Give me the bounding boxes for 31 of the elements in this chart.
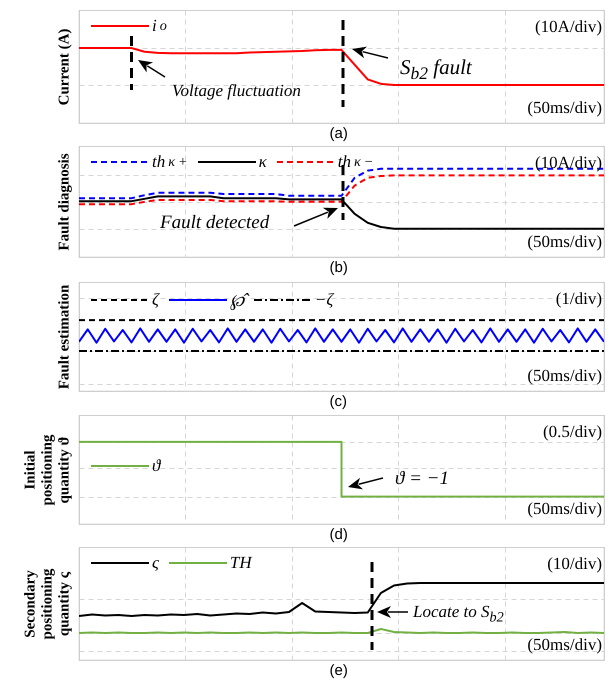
text: (50ms/div) (527, 232, 602, 251)
legend-label: ϑ (152, 456, 160, 476)
text: (1/div) (556, 288, 602, 308)
legend-label: TH (230, 553, 252, 573)
text: (10/div) (547, 554, 602, 573)
text: (50ms/div) (527, 498, 602, 518)
legend-label: ζ (152, 290, 159, 310)
legend-label: κ (258, 152, 267, 172)
text: (d) (330, 526, 348, 543)
text: (50ms/div) (527, 634, 602, 654)
text: (e) (330, 662, 348, 679)
text: (c) (330, 392, 347, 410)
y-axis-title: Initial positioning quantity ϑ (22, 434, 72, 506)
text: (b) (330, 258, 348, 276)
text: (a) (330, 124, 348, 142)
legend-label: −ζ (314, 290, 334, 310)
y-axis-title: Fault diagnosis (56, 153, 72, 251)
text: (0.5/div) (542, 422, 602, 441)
annotation: Locate to S$_{b2}$ (413, 602, 504, 626)
annotation: (10A/div) (534, 152, 602, 172)
text: (10A/div) (534, 16, 602, 36)
y-axis-title: Secondary positioning quantity ς (22, 568, 72, 640)
y-axis-title: Fault estimation (56, 284, 72, 390)
y-axis-title: Current (A) (56, 28, 72, 106)
annotation: Voltage fluctuation (172, 80, 301, 100)
annotation: ϑ = −1 (395, 468, 449, 489)
legend-label: ς (152, 553, 159, 573)
text: (50ms/div) (527, 366, 602, 385)
annotation: S$_{b2}$ fault (400, 55, 472, 84)
text: (50ms/div) (527, 98, 602, 117)
annotation: Fault detected (160, 212, 270, 233)
